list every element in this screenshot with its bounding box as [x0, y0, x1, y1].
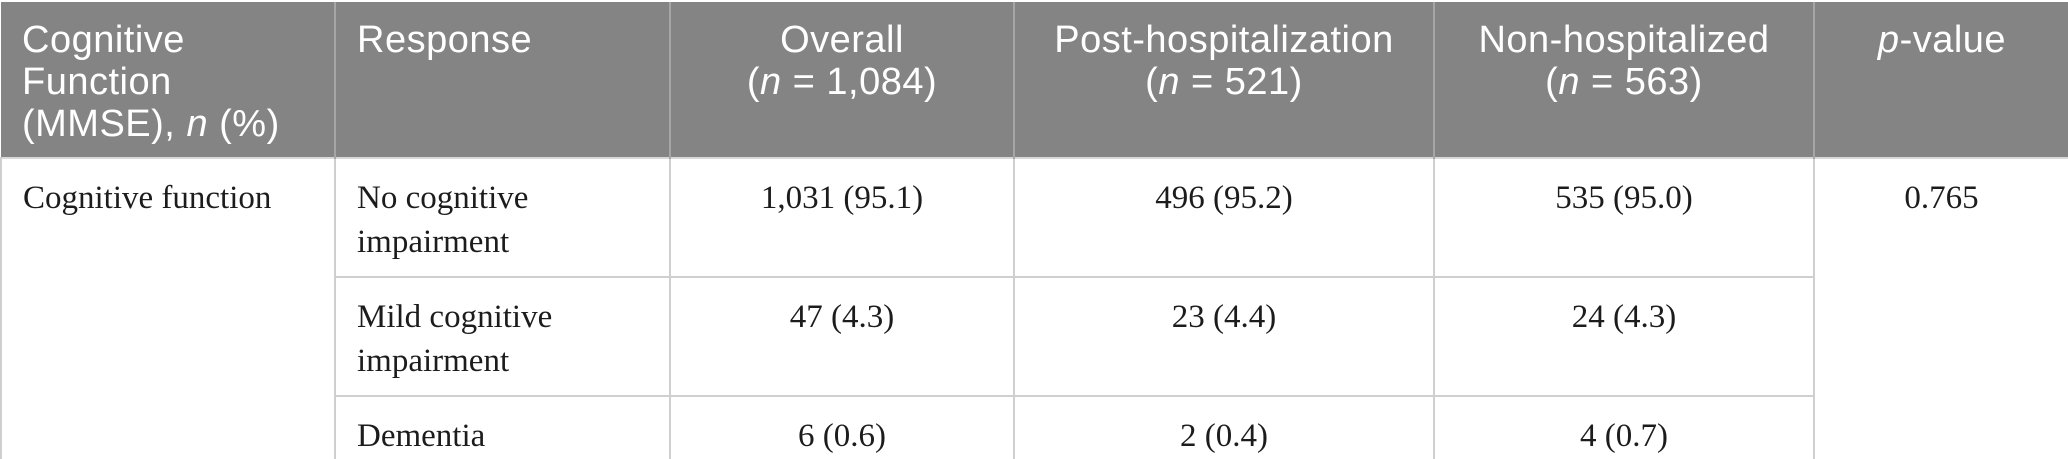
cell-post-hosp-1: 23 (4.4) — [1013, 276, 1435, 397]
header-line: (n = 563) — [1545, 61, 1703, 103]
header-line: (MMSE), n (%) — [22, 103, 280, 145]
header-cell-non-hospitalized: Non-hospitalized (n = 563) — [1433, 2, 1814, 158]
italic-n: n — [1158, 61, 1180, 103]
header-line: Post-hospitalization — [1054, 19, 1394, 61]
header-line: Non-hospitalized — [1478, 19, 1770, 61]
cell-group-label: Cognitive function — [0, 157, 336, 459]
cell-non-hosp-0: 535 (95.0) — [1433, 157, 1815, 278]
table-row-mild-cognitive-impairment: Mild cognitive impairment 47 (4.3) 23 (4… — [1, 276, 2068, 397]
cell-response-0: No cognitive impairment — [334, 157, 671, 278]
header-line: Function — [22, 61, 172, 103]
italic-n: n — [759, 61, 782, 103]
table-row-no-cognitive-impairment: Cognitive function No cognitive impairme… — [0, 157, 2068, 459]
header-line: (n = 521) — [1145, 61, 1303, 103]
cell-overall-0: 1,031 (95.1) — [669, 157, 1015, 278]
header-cell-cognitive-function: Cognitive Function (MMSE), n (%) — [1, 2, 335, 158]
header-line: (n = 1,084) — [746, 61, 938, 103]
italic-n: n — [186, 103, 209, 145]
header-line: p-value — [1877, 19, 2007, 61]
cell-p-value: 0.765 — [1813, 157, 2068, 459]
cell-post-hosp-0: 496 (95.2) — [1013, 157, 1435, 278]
cell-overall-2: 6 (0.6) — [669, 395, 1015, 459]
italic-p: p — [1877, 19, 1900, 61]
header-line: Response — [357, 19, 533, 61]
cell-response-2: Dementia — [334, 395, 671, 459]
header-cell-overall: Overall (n = 1,084) — [669, 2, 1014, 158]
table-header: Cognitive Function (MMSE), n (%) Respons… — [1, 2, 2068, 158]
table-row-dementia: Dementia 6 (0.6) 2 (0.4) 4 (0.7) — [1, 395, 2068, 459]
header-cell-response: Response — [334, 2, 670, 158]
cell-response-1: Mild cognitive impairment — [334, 276, 671, 397]
cell-non-hosp-2: 4 (0.7) — [1433, 395, 1815, 459]
header-cell-p-value: p-value — [1813, 2, 2068, 158]
header-line: Cognitive — [22, 19, 185, 61]
cell-non-hosp-1: 24 (4.3) — [1433, 276, 1815, 397]
cell-overall-1: 47 (4.3) — [669, 276, 1015, 397]
header-line: Overall — [780, 19, 904, 61]
header-row: Cognitive Function (MMSE), n (%) Respons… — [1, 2, 2068, 158]
italic-n: n — [1558, 61, 1580, 103]
cell-post-hosp-2: 2 (0.4) — [1013, 395, 1435, 459]
header-cell-post-hospitalization: Post-hospitalization (n = 521) — [1013, 2, 1434, 158]
table-body: Cognitive function No cognitive impairme… — [0, 157, 2068, 459]
